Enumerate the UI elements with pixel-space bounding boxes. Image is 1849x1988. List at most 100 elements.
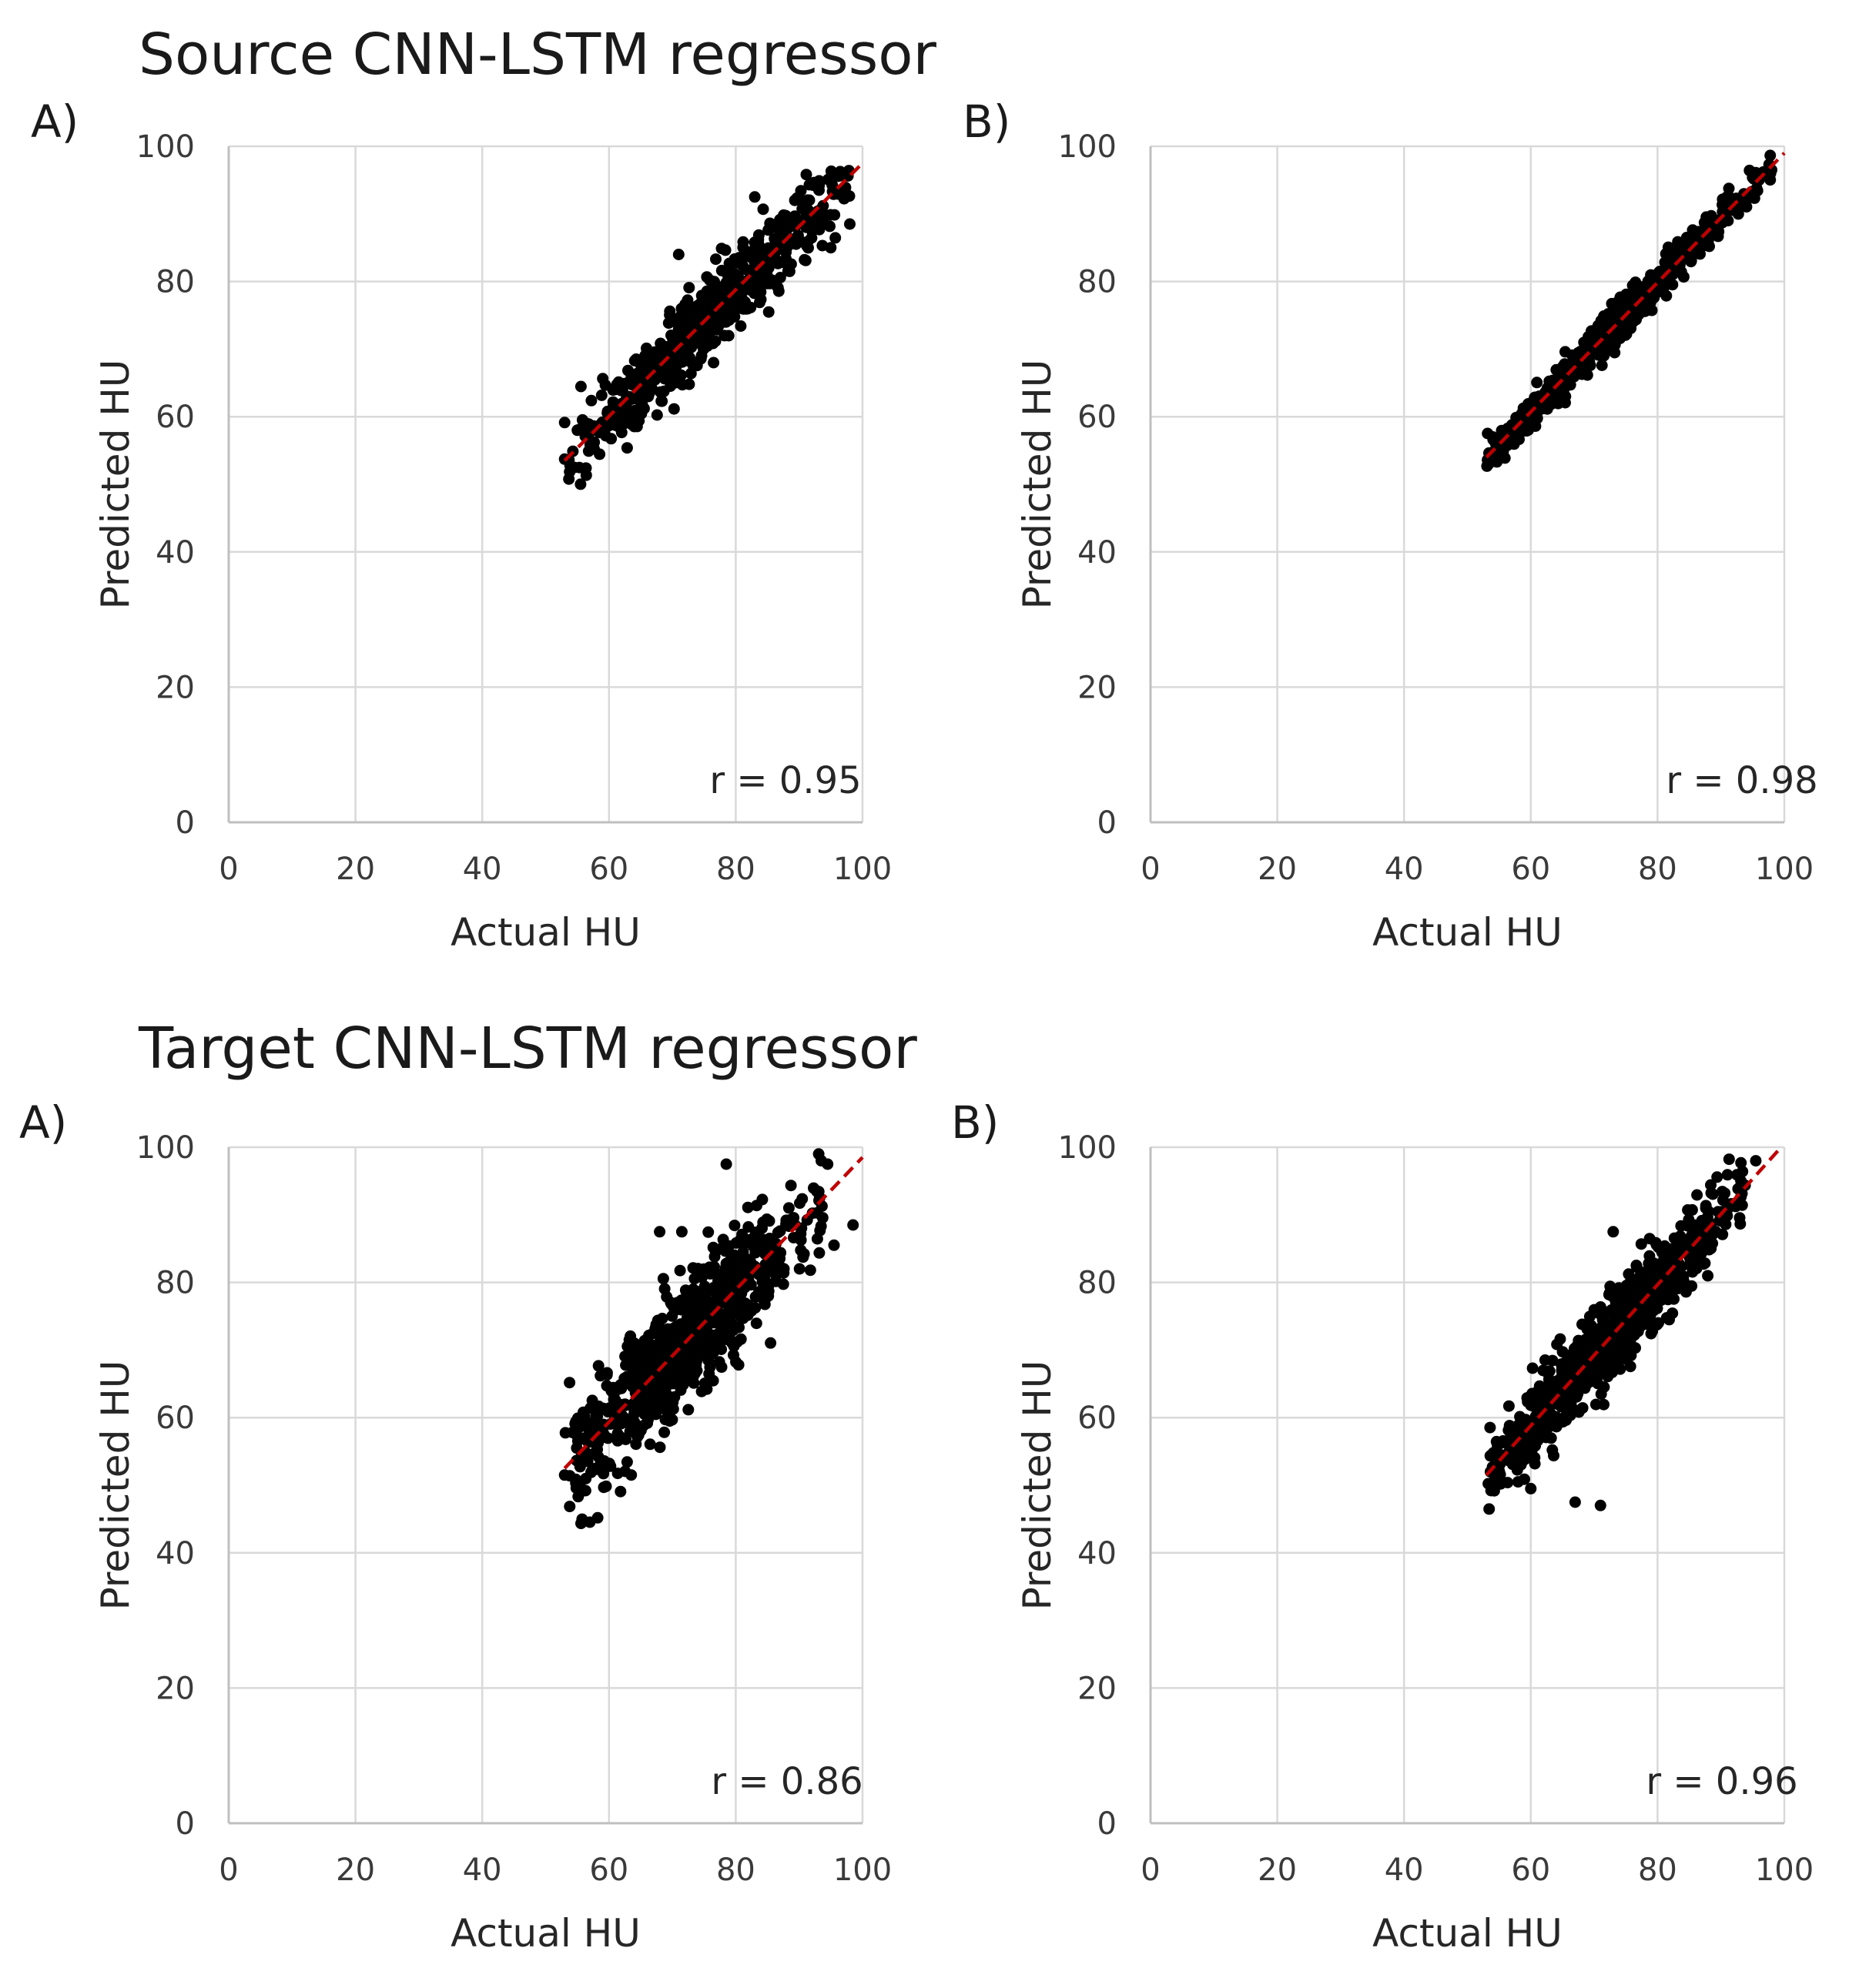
data-point — [757, 203, 769, 216]
data-point — [1604, 1352, 1616, 1364]
data-point — [582, 445, 595, 457]
data-point — [715, 1317, 728, 1330]
data-point — [772, 1249, 784, 1261]
data-point — [1540, 387, 1553, 399]
data-point — [1682, 1220, 1694, 1232]
source-section-title: Source CNN-LSTM regressor — [139, 22, 937, 88]
data-point — [1532, 1397, 1545, 1410]
data-point — [774, 272, 786, 283]
data-point — [730, 1237, 742, 1249]
data-point — [1586, 1329, 1599, 1341]
x-tick-label: 60 — [1511, 1852, 1550, 1888]
outlier-point — [1512, 1476, 1524, 1488]
data-point — [564, 466, 576, 478]
data-point — [674, 1264, 686, 1277]
data-point — [789, 236, 802, 247]
data-point — [600, 1480, 612, 1492]
data-point — [682, 1404, 695, 1416]
data-point — [1502, 1400, 1515, 1412]
y-tick-label: 0 — [176, 1806, 195, 1842]
data-point — [635, 1404, 647, 1416]
data-point — [615, 1485, 627, 1498]
data-point — [735, 296, 747, 308]
data-point — [1633, 1319, 1645, 1331]
data-point — [719, 1245, 732, 1257]
data-point — [1504, 1424, 1516, 1437]
y-tick-label: 0 — [1097, 1806, 1117, 1842]
data-point — [701, 285, 713, 297]
data-point — [608, 1394, 620, 1406]
data-point — [1672, 236, 1684, 248]
data-point — [662, 317, 675, 330]
data-point — [636, 1354, 648, 1366]
outlier-point — [1486, 431, 1499, 443]
y-tick-label: 20 — [1077, 1671, 1117, 1706]
data-point — [603, 1458, 615, 1470]
data-point — [718, 330, 731, 342]
data-point — [1570, 1386, 1583, 1397]
data-point — [656, 395, 668, 407]
data-point — [1661, 1279, 1673, 1291]
target-section-title: Target CNN-LSTM regressor — [138, 1016, 917, 1082]
data-point — [802, 236, 814, 248]
panel-label: A) — [19, 1096, 67, 1149]
data-point — [813, 1247, 826, 1259]
panel-label: B) — [963, 95, 1010, 148]
data-point — [1663, 1314, 1675, 1326]
x-tick-label: 60 — [589, 852, 628, 887]
data-point — [611, 1468, 624, 1480]
data-point — [1687, 1266, 1699, 1278]
data-point — [798, 1248, 810, 1260]
x-tick-label: 0 — [219, 1852, 238, 1888]
data-point — [1643, 1233, 1656, 1245]
data-point — [1666, 279, 1679, 291]
data-point — [1508, 438, 1520, 450]
data-point — [803, 179, 816, 191]
data-point — [1620, 1354, 1633, 1366]
data-point — [646, 1360, 658, 1372]
x-tick-label: 40 — [1385, 852, 1424, 887]
data-point — [742, 1201, 754, 1213]
y-tick-label: 40 — [156, 1536, 195, 1571]
y-tick-label: 60 — [156, 1401, 195, 1436]
data-point — [601, 1369, 613, 1381]
data-point — [637, 1392, 648, 1404]
data-point — [574, 380, 587, 393]
data-point — [580, 1472, 592, 1484]
data-point — [558, 417, 571, 429]
data-point — [736, 259, 749, 272]
data-point — [673, 353, 685, 366]
data-point — [1551, 1338, 1563, 1350]
data-point — [661, 1349, 673, 1361]
data-point — [816, 217, 828, 229]
data-point — [625, 374, 637, 386]
y-tick-label: 60 — [156, 400, 195, 435]
y-tick-label: 80 — [1077, 265, 1117, 300]
data-point — [1543, 1374, 1555, 1386]
x-axis-title: Actual HU — [451, 910, 641, 955]
data-point — [729, 1220, 741, 1232]
correlation-label: r = 0.95 — [709, 759, 861, 802]
outlier-point — [1607, 1226, 1620, 1238]
data-point — [1735, 1175, 1747, 1187]
data-point — [806, 225, 818, 237]
data-point — [644, 1438, 656, 1451]
data-point — [612, 1383, 625, 1395]
data-point — [574, 478, 587, 490]
data-point — [1703, 240, 1715, 253]
y-tick-label: 80 — [156, 1266, 195, 1301]
data-point — [651, 409, 663, 421]
data-point — [756, 1193, 769, 1206]
x-tick-label: 60 — [589, 1852, 628, 1888]
data-point — [780, 253, 792, 265]
data-point — [752, 229, 765, 241]
data-point — [1680, 1286, 1692, 1298]
data-point — [668, 403, 680, 415]
data-point — [1711, 1171, 1723, 1183]
data-point — [588, 1463, 600, 1474]
y-tick-label: 80 — [1077, 1266, 1117, 1301]
data-point — [730, 1356, 742, 1368]
data-point — [615, 427, 628, 439]
data-point — [759, 1266, 771, 1278]
data-point — [666, 1414, 678, 1426]
